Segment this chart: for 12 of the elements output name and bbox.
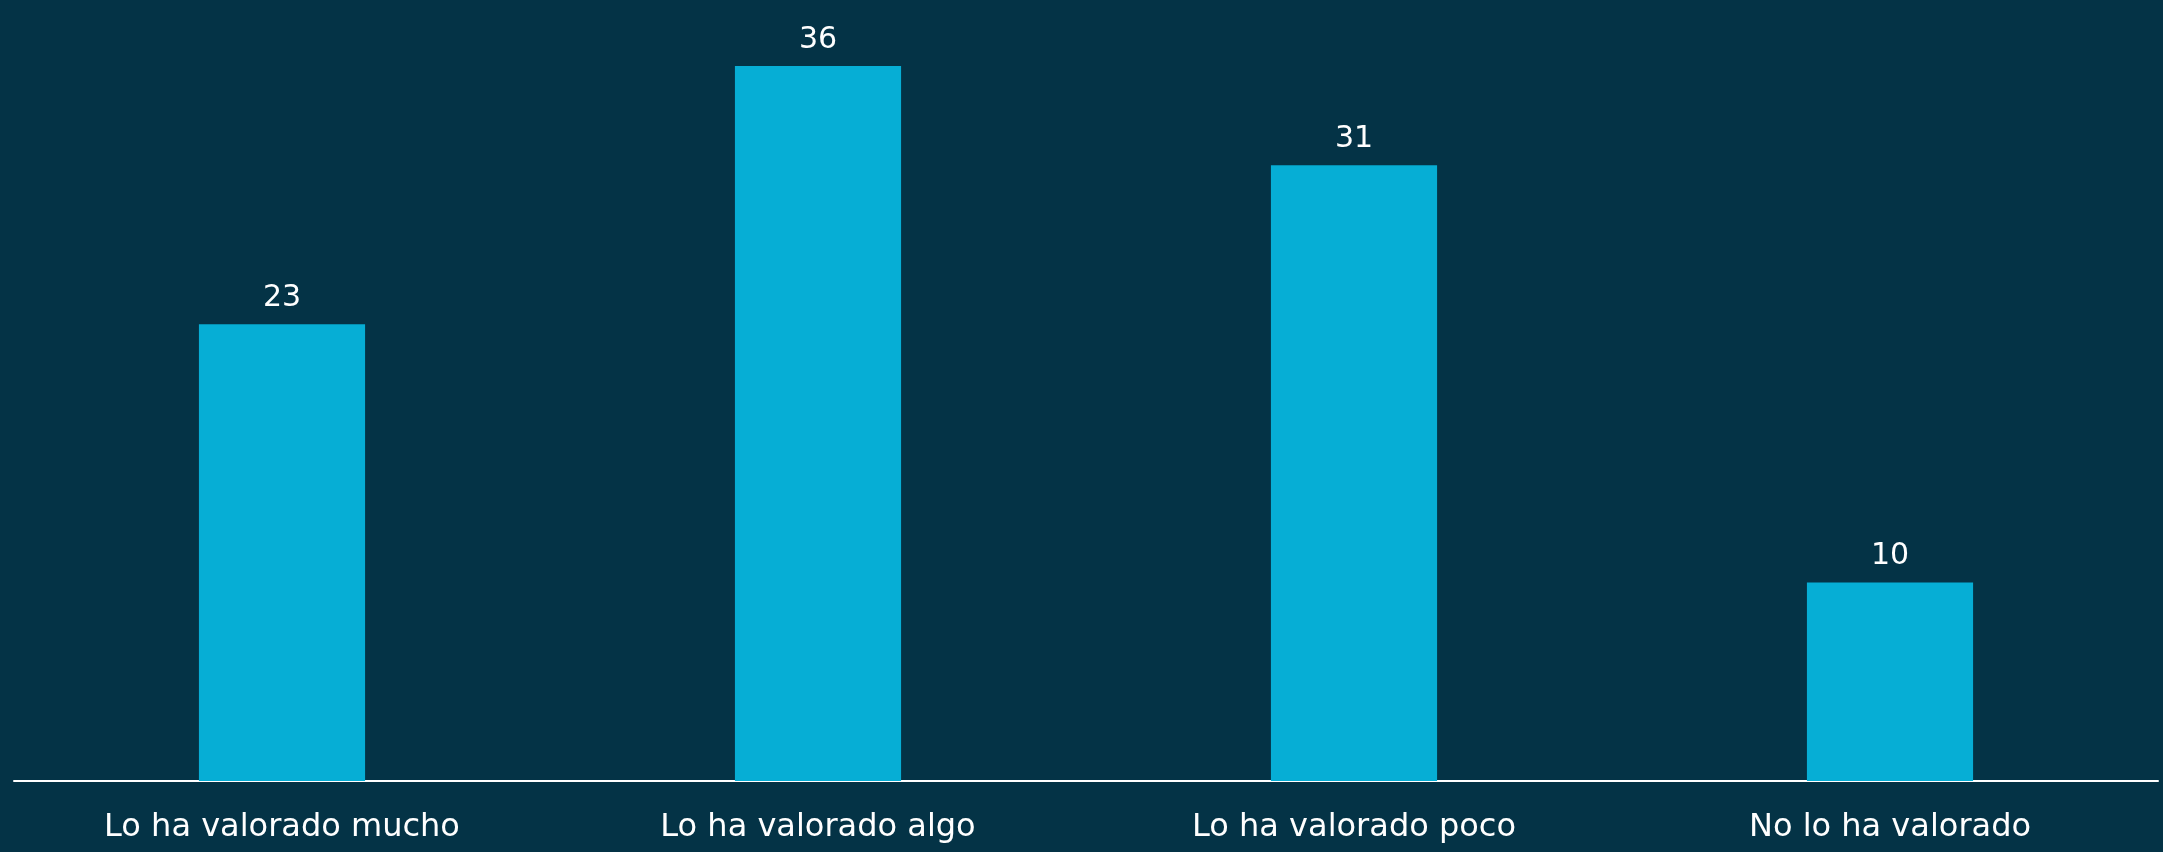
x-tick-label: No lo ha valorado xyxy=(1748,806,2032,844)
bar xyxy=(1270,165,1438,781)
data-label: 31 xyxy=(1334,118,1374,154)
bar xyxy=(1806,582,1974,781)
data-label: 10 xyxy=(1870,535,1910,571)
data-label: 23 xyxy=(262,277,302,313)
data-label: 36 xyxy=(798,19,838,55)
bar xyxy=(198,324,366,781)
x-tick-label: Lo ha valorado mucho xyxy=(104,806,460,844)
x-tick-label: Lo ha valorado algo xyxy=(660,806,976,844)
x-tick-label: Lo ha valorado poco xyxy=(1192,806,1516,844)
bar xyxy=(734,66,902,781)
